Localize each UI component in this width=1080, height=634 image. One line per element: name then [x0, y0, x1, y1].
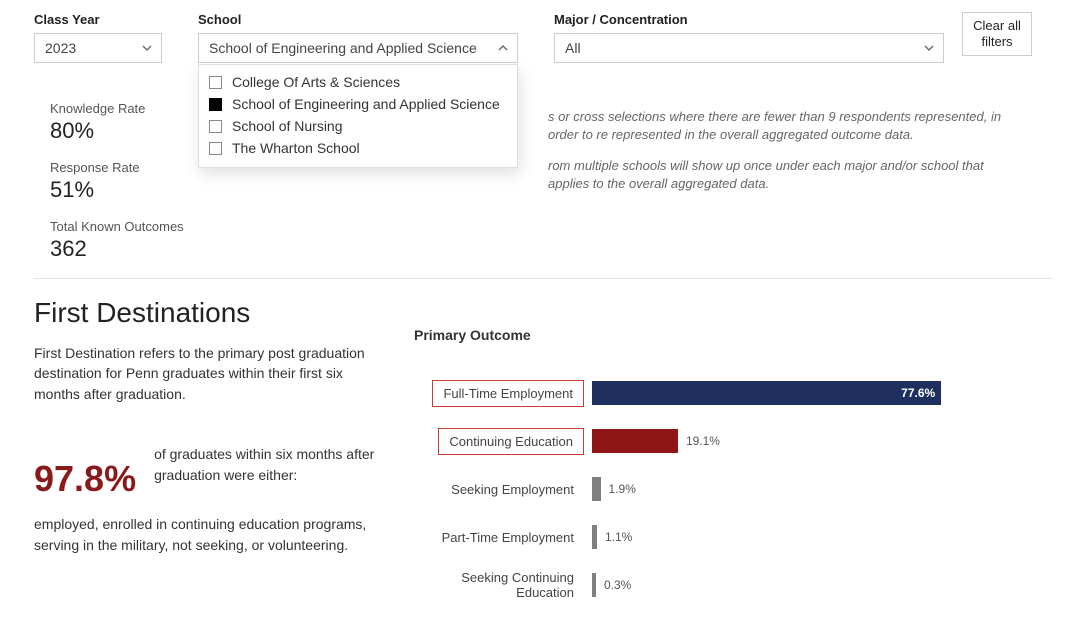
destination-pct-lead: of graduates within six months after gra…: [154, 440, 388, 486]
school-option-label: School of Engineering and Applied Scienc…: [232, 96, 500, 112]
class-year-label: Class Year: [34, 12, 162, 27]
first-destinations-title: First Destinations: [34, 297, 388, 329]
class-year-value: 2023: [45, 40, 76, 56]
chart-bar-value: 0.3%: [604, 578, 631, 592]
school-select[interactable]: School of Engineering and Applied Scienc…: [198, 33, 518, 63]
school-option[interactable]: The Wharton School: [199, 137, 517, 159]
chevron-down-icon: [141, 42, 153, 54]
note-p1: s or cross selections where there are fe…: [548, 108, 1018, 143]
chart-bar: [592, 429, 678, 453]
first-destinations-desc: First Destination refers to the primary …: [34, 343, 388, 404]
primary-outcome-chart: Full-Time Employment 77.6% Continuing Educ…: [414, 369, 1052, 609]
total-known-label: Total Known Outcomes: [50, 219, 1052, 234]
chart-bar-row: Part-Time Employment 1.1%: [414, 513, 1052, 561]
chart-bar-value: 1.1%: [605, 530, 632, 544]
clear-line2: filters: [981, 34, 1012, 50]
chart-bar-label[interactable]: Continuing Education: [438, 428, 584, 455]
chart-bar-row: Full-Time Employment 77.6%: [414, 369, 1052, 417]
major-label: Major / Concentration: [554, 12, 944, 27]
chart-bar: [592, 477, 601, 501]
school-dropdown[interactable]: College Of Arts & Sciences School of Engi…: [198, 64, 518, 168]
checkbox-icon: [209, 98, 222, 111]
section-divider: [34, 278, 1052, 279]
clear-line1: Clear all: [973, 18, 1021, 34]
clear-all-filters-button[interactable]: Clear all filters: [962, 12, 1032, 56]
chart-bar-value: 77.6%: [901, 386, 935, 400]
school-option-label: College Of Arts & Sciences: [232, 74, 400, 90]
checkbox-icon: [209, 76, 222, 89]
chart-bar-label[interactable]: Full-Time Employment: [432, 380, 584, 407]
total-known-value: 362: [50, 236, 1052, 262]
school-option[interactable]: School of Nursing: [199, 115, 517, 137]
school-option-label: School of Nursing: [232, 118, 343, 134]
chart-bar-value: 1.9%: [609, 482, 636, 496]
destination-pct: 97.8%: [34, 458, 136, 500]
chart-bar: [592, 573, 596, 597]
chart-bar-label: Seeking Continuing Education: [414, 565, 584, 605]
major-value: All: [565, 40, 581, 56]
school-option[interactable]: School of Engineering and Applied Scienc…: [199, 93, 517, 115]
chart-bar-row: Seeking Employment 1.9%: [414, 465, 1052, 513]
note-p2: rom multiple schools will show up once u…: [548, 157, 1018, 192]
school-label: School: [198, 12, 518, 27]
major-select[interactable]: All: [554, 33, 944, 63]
chart-bar-label: Part-Time Employment: [432, 525, 584, 550]
school-option-label: The Wharton School: [232, 140, 360, 156]
chart-bar: 77.6%: [592, 381, 941, 405]
checkbox-icon: [209, 120, 222, 133]
destination-desc2: employed, enrolled in continuing educati…: [34, 514, 388, 556]
chart-bar-row: Continuing Education 19.1%: [414, 417, 1052, 465]
chart-bar: [592, 525, 597, 549]
chart-title: Primary Outcome: [414, 327, 1052, 343]
chart-bar-label: Seeking Employment: [441, 477, 584, 502]
chart-bar-row: Seeking Continuing Education 0.3%: [414, 561, 1052, 609]
class-year-select[interactable]: 2023: [34, 33, 162, 63]
checkbox-icon: [209, 142, 222, 155]
chart-bar-value: 19.1%: [686, 434, 720, 448]
chevron-up-icon: [497, 42, 509, 54]
school-value: School of Engineering and Applied Scienc…: [209, 40, 477, 56]
chevron-down-icon: [923, 42, 935, 54]
school-option[interactable]: College Of Arts & Sciences: [199, 71, 517, 93]
filter-notes: s or cross selections where there are fe…: [548, 108, 1018, 206]
